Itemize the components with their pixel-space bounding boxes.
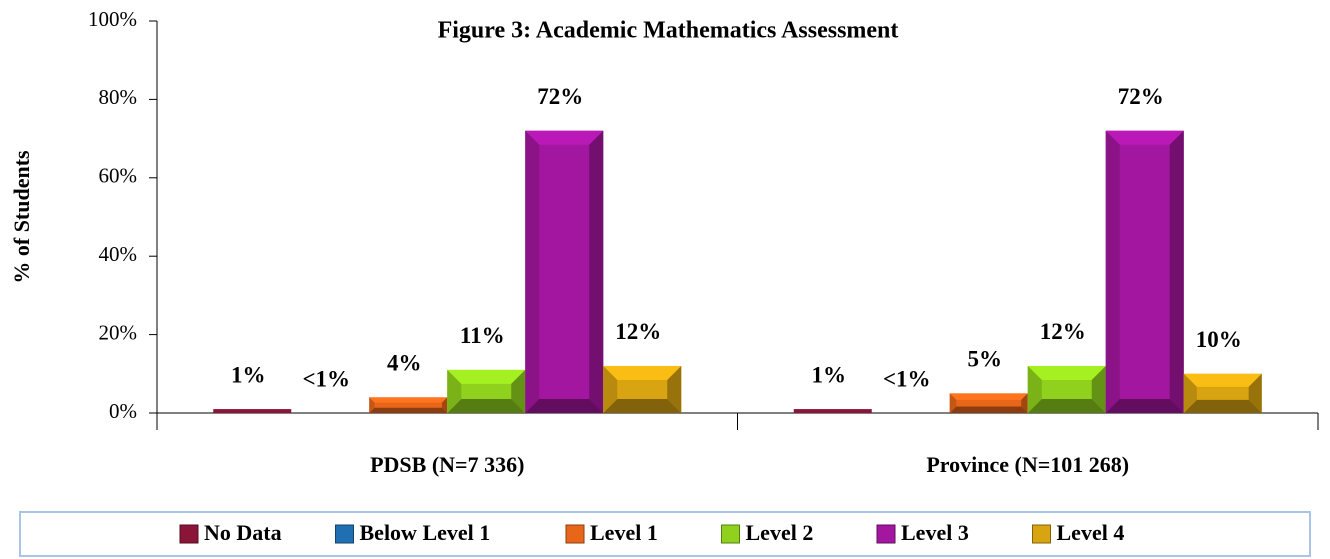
bar-face: [949, 393, 1028, 400]
bar: [447, 369, 526, 413]
bar-face: [667, 365, 682, 413]
x-tick-label: Province (N=101 268): [926, 452, 1129, 477]
bar-face: [447, 369, 462, 413]
legend-box: [19, 511, 1311, 557]
legend-label: No Data: [204, 520, 282, 545]
bar: [525, 130, 604, 413]
bar: [1027, 365, 1106, 413]
value-label: 1%: [231, 362, 266, 387]
bar-face: [1021, 393, 1028, 413]
bar-face: [369, 397, 375, 413]
y-tick-label: 100%: [88, 7, 137, 31]
legend-swatch: [565, 524, 585, 544]
value-label: 12%: [615, 319, 661, 344]
bar-face: [1105, 130, 1184, 145]
bar: [793, 409, 872, 413]
bar-face: [369, 407, 448, 413]
bar-face: [1183, 373, 1197, 413]
bar-face: [949, 393, 957, 413]
bar-face: [525, 399, 604, 413]
legend-swatch: [876, 524, 896, 544]
bar-face: [1183, 373, 1262, 387]
bar-face: [1027, 365, 1106, 380]
value-label: 72%: [1118, 84, 1164, 109]
value-label: 11%: [460, 323, 505, 348]
bar: [1183, 373, 1262, 413]
bar-face: [447, 369, 526, 384]
x-tick-label: PDSB (N=7 336): [370, 452, 524, 477]
bar-face: [603, 399, 682, 413]
bar-face: [793, 409, 872, 413]
legend-swatch: [179, 524, 199, 544]
bar-face: [511, 369, 526, 413]
y-tick-label: 80%: [99, 85, 138, 109]
bar-face: [1105, 130, 1120, 413]
value-label: 5%: [968, 347, 1003, 372]
bar-face: [1183, 399, 1262, 413]
bar-face: [603, 365, 618, 413]
bar-face: [1091, 365, 1106, 413]
bar: [603, 365, 682, 413]
legend-label: Level 1: [590, 520, 658, 545]
value-label: <1%: [302, 366, 350, 391]
legend-label: Below Level 1: [360, 520, 491, 545]
bar-face: [1105, 399, 1184, 413]
bar-face: [525, 130, 604, 145]
y-tick-label: 20%: [99, 320, 138, 344]
legend-label: Level 4: [1057, 520, 1125, 545]
value-label: <1%: [883, 366, 931, 391]
bar-face: [213, 409, 292, 413]
bar: [1105, 130, 1184, 413]
legend-label: Level 3: [901, 520, 969, 545]
bar-face: [1027, 365, 1042, 413]
bar-face: [447, 399, 526, 413]
bar: [949, 393, 1028, 413]
y-tick-label: 0%: [109, 399, 137, 423]
legend-swatch: [1032, 524, 1051, 544]
bar-face: [949, 406, 1028, 413]
bar-face: [1027, 399, 1106, 413]
y-tick-label: 40%: [99, 242, 138, 266]
legend-swatch: [721, 524, 740, 544]
value-label: 10%: [1196, 327, 1242, 352]
bar-face: [603, 365, 682, 380]
legend-label: Level 2: [746, 520, 814, 545]
bar: [213, 409, 292, 413]
value-label: 1%: [812, 362, 847, 387]
bar-face: [1248, 373, 1262, 413]
bar-face: [369, 397, 448, 403]
value-label: 72%: [537, 84, 583, 109]
bar-face: [589, 130, 604, 413]
bar: [369, 397, 448, 413]
y-axis-label: % of Students: [9, 150, 34, 284]
chart-title: Figure 3: Academic Mathematics Assessmen…: [438, 18, 899, 44]
y-tick-label: 60%: [99, 164, 138, 188]
value-label: 12%: [1040, 319, 1086, 344]
legend-swatch: [335, 524, 354, 544]
bar-face: [525, 130, 540, 413]
value-label: 4%: [387, 351, 422, 376]
bar-face: [1169, 130, 1184, 413]
